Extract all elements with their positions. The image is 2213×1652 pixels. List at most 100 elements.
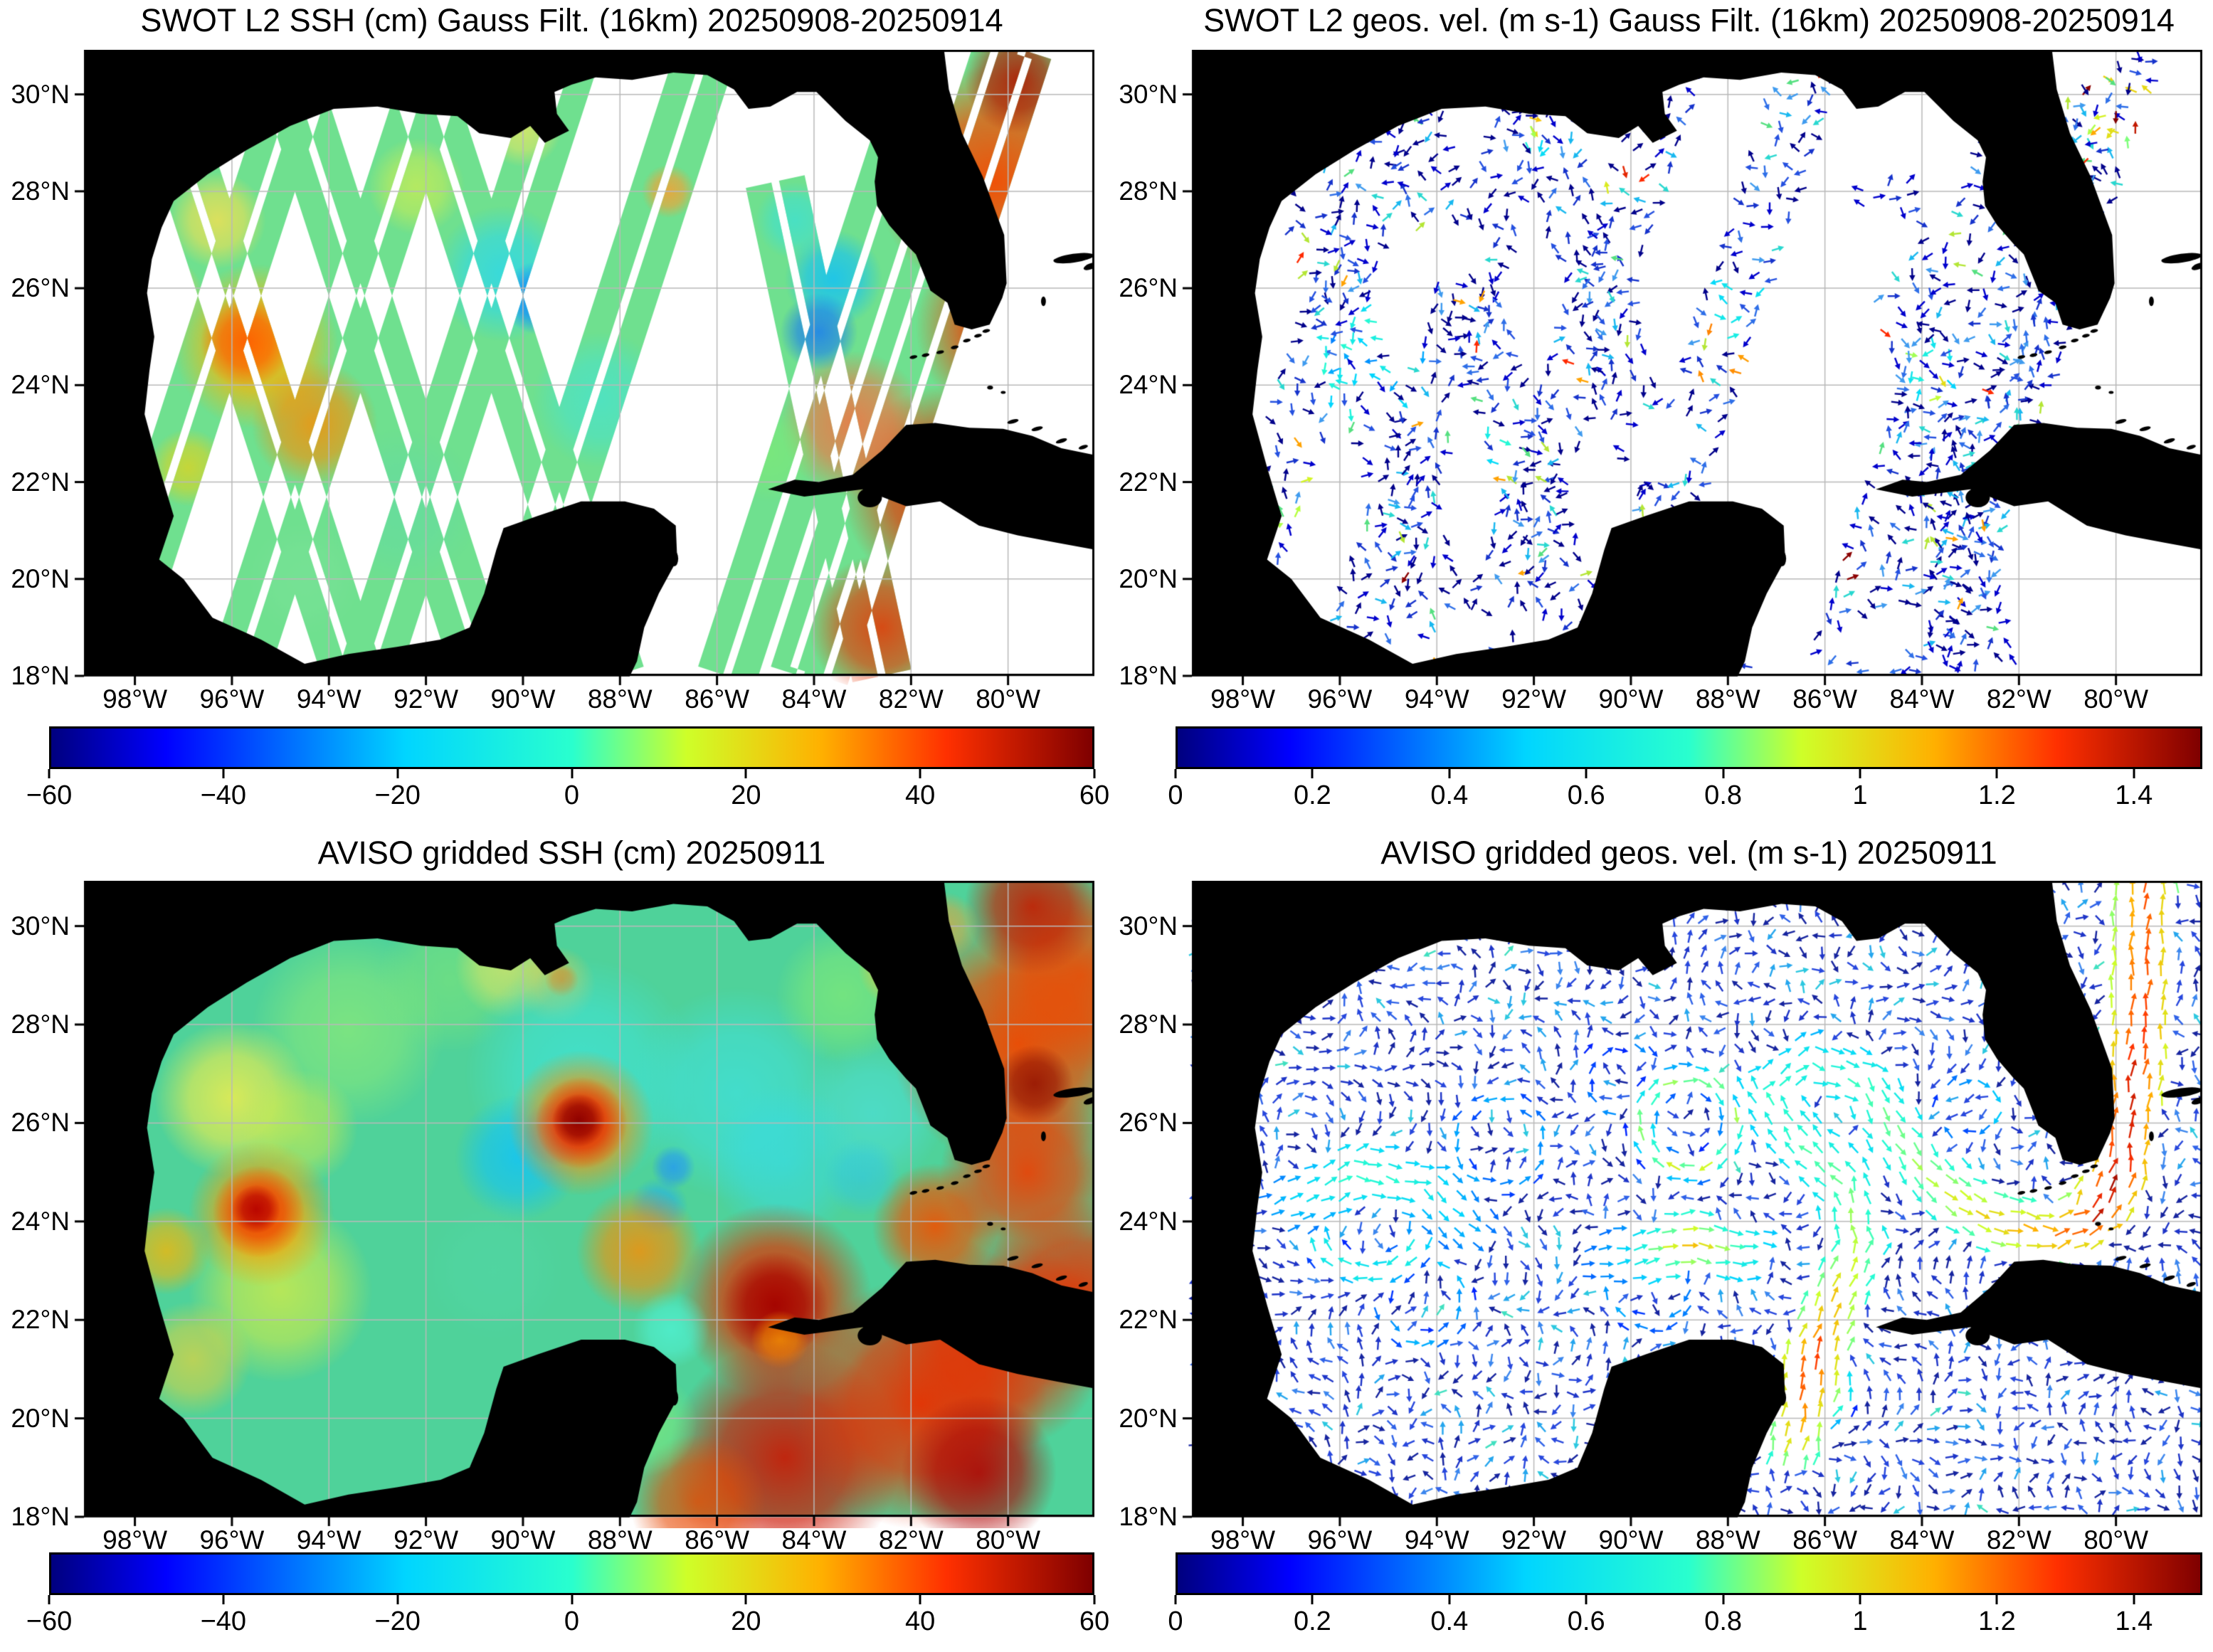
colorbar-tick	[1722, 769, 1725, 778]
map-canvas-aviso-vel	[1181, 881, 2202, 1528]
colorbar-tick-label: 0.6	[1567, 780, 1605, 810]
y-tick-label: 18°N	[11, 1502, 70, 1531]
x-tick-label: 82°W	[878, 1525, 944, 1555]
colorbar-tick-label: −40	[200, 780, 247, 810]
y-tick-label: 30°N	[11, 79, 70, 109]
x-tick-label: 98°W	[1210, 1525, 1276, 1555]
x-tick-label: 80°W	[976, 684, 1041, 714]
x-tick-label: 86°W	[1792, 684, 1858, 714]
y-tick-label: 30°N	[1119, 79, 1178, 109]
x-tick-label: 94°W	[296, 1525, 361, 1555]
x-tick-label: 82°W	[1986, 1525, 2051, 1555]
y-tick-label: 22°N	[1119, 1305, 1178, 1335]
colorbar-tick-label: −20	[374, 780, 421, 810]
colorbar-tick-label: 20	[731, 780, 761, 810]
map-canvas-swot-ssh	[73, 50, 1094, 687]
panel-title-swot-ssh: SWOT L2 SSH (cm) Gauss Filt. (16km) 2025…	[140, 2, 1003, 38]
x-tick-label: 94°W	[296, 684, 361, 714]
colorbar-tick-label: 1.4	[2115, 1606, 2153, 1636]
colorbar-tick-label: 0.8	[1704, 1606, 1743, 1636]
x-tick-label: 84°W	[781, 1525, 847, 1555]
colorbar-tick	[1722, 1595, 1725, 1604]
colorbar-tick-label: 0.2	[1293, 1606, 1331, 1636]
colorbar-tick	[1585, 1595, 1588, 1604]
x-tick-label: 80°W	[2083, 684, 2149, 714]
x-tick-label: 90°W	[1598, 1525, 1664, 1555]
colorbar-tick	[571, 769, 573, 778]
colorbar-tick-label: −40	[200, 1606, 247, 1636]
colorbar-tick-label: 60	[1079, 780, 1110, 810]
x-tick-label: 92°W	[1501, 684, 1567, 714]
y-tick-label: 24°N	[1119, 370, 1178, 400]
colorbar-tick-label: 40	[905, 1606, 936, 1636]
y-tick-label: 30°N	[1119, 911, 1178, 941]
colorbar-tick-label: −20	[374, 1606, 421, 1636]
x-tick-label: 98°W	[102, 684, 168, 714]
x-tick-label: 84°W	[1889, 1525, 1955, 1555]
x-tick-label: 96°W	[1307, 684, 1373, 714]
x-tick-label: 82°W	[878, 684, 944, 714]
y-tick-label: 20°N	[1119, 1403, 1178, 1433]
panel-title-aviso-vel: AVISO gridded geos. vel. (m s-1) 2025091…	[1380, 835, 1997, 871]
x-tick-label: 88°W	[1695, 1525, 1760, 1555]
colorbar-tick	[1093, 769, 1096, 778]
y-tick-label: 28°N	[1119, 176, 1178, 206]
x-tick-label: 80°W	[976, 1525, 1041, 1555]
x-tick-label: 86°W	[1792, 1525, 1858, 1555]
colorbar-tick-label: 0.8	[1704, 780, 1743, 810]
colorbar-tick	[1995, 1595, 1998, 1604]
y-tick-label: 26°N	[1119, 273, 1178, 303]
colorbar-tick-label: 40	[905, 780, 936, 810]
x-tick-label: 92°W	[394, 684, 459, 714]
colorbar-tick	[919, 769, 921, 778]
map-canvas-aviso-ssh	[73, 881, 1094, 1528]
colorbar-tick	[571, 1595, 573, 1604]
x-tick-label: 84°W	[1889, 684, 1955, 714]
colorbar-tick-label: 60	[1079, 1606, 1110, 1636]
colorbar-tick-label: 1	[1852, 1606, 1868, 1636]
x-tick-label: 88°W	[587, 1525, 653, 1555]
colorbar-tick	[1448, 1595, 1451, 1604]
colorbar-tick	[1448, 769, 1451, 778]
colorbar-ssh-bottom	[49, 1552, 1094, 1595]
colorbar-tick-label: 1.4	[2115, 780, 2153, 810]
colorbar-tick-label: 0.6	[1567, 1606, 1605, 1636]
colorbar-tick	[1174, 1595, 1177, 1604]
y-tick-label: 28°N	[1119, 1010, 1178, 1039]
x-tick-label: 92°W	[1501, 1525, 1567, 1555]
colorbar-tick	[2133, 1595, 2135, 1604]
colorbar-tick	[1585, 769, 1588, 778]
colorbar-tick-label: 1	[1852, 780, 1868, 810]
y-tick-label: 22°N	[1119, 467, 1178, 497]
x-tick-label: 88°W	[587, 684, 653, 714]
colorbar-tick	[222, 769, 225, 778]
y-tick-label: 26°N	[1119, 1108, 1178, 1138]
x-tick-label: 92°W	[394, 1525, 459, 1555]
map-canvas-swot-vel	[1181, 50, 2202, 687]
colorbar-ssh-top	[49, 726, 1094, 769]
colorbar-tick	[48, 1595, 51, 1604]
colorbar-tick	[919, 1595, 921, 1604]
y-tick-label: 18°N	[1119, 1502, 1178, 1531]
x-tick-label: 88°W	[1695, 684, 1760, 714]
y-tick-label: 24°N	[11, 370, 70, 400]
colorbar-tick-label: 0	[1168, 1606, 1183, 1636]
x-tick-label: 94°W	[1404, 1525, 1469, 1555]
colorbar-tick-label: 0	[564, 780, 580, 810]
y-tick-label: 30°N	[11, 911, 70, 941]
x-tick-label: 86°W	[685, 1525, 750, 1555]
colorbar-tick	[2133, 769, 2135, 778]
colorbar-tick	[222, 1595, 225, 1604]
x-tick-label: 90°W	[1598, 684, 1664, 714]
colorbar-tick-label: 1.2	[1977, 1606, 2016, 1636]
y-tick-label: 22°N	[11, 467, 70, 497]
colorbar-vel-top	[1176, 726, 2202, 769]
y-tick-label: 20°N	[11, 563, 70, 593]
colorbar-tick-label: 0	[1168, 780, 1183, 810]
y-tick-label: 28°N	[11, 1010, 70, 1039]
colorbar-tick	[1311, 1595, 1314, 1604]
y-tick-label: 24°N	[11, 1206, 70, 1236]
x-tick-label: 98°W	[102, 1525, 168, 1555]
colorbar-tick	[1995, 769, 1998, 778]
